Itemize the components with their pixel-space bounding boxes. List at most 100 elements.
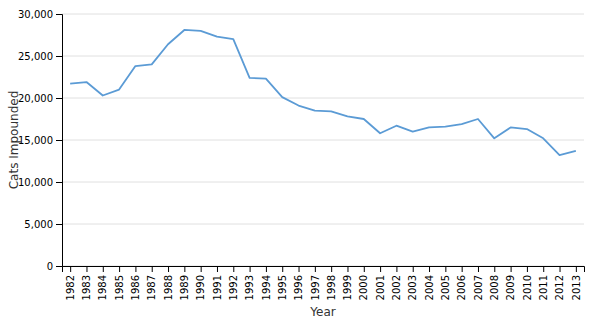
x-tick: 1995 (277, 266, 288, 300)
x-tick: 1993 (244, 266, 255, 300)
x-tick-mark (217, 266, 218, 272)
x-tick: 2001 (375, 266, 386, 300)
x-tick: 1997 (310, 266, 321, 300)
x-tick: 1989 (179, 266, 190, 300)
grid-line (62, 98, 584, 99)
x-tick-label: 1995 (277, 275, 288, 300)
x-tick-label: 1982 (65, 275, 76, 300)
x-tick: 2005 (440, 266, 451, 300)
x-tick-mark (462, 266, 463, 272)
x-tick: 1982 (65, 266, 76, 300)
x-tick: 1998 (326, 266, 337, 300)
y-tick: 0 (47, 261, 62, 272)
x-tick-label: 2013 (571, 275, 582, 300)
x-tick-mark (103, 266, 104, 272)
y-tick-mark (56, 98, 62, 99)
x-tick: 2009 (505, 266, 516, 300)
x-tick: 1987 (146, 266, 157, 300)
x-tick: 2007 (473, 266, 484, 300)
y-tick-mark (56, 140, 62, 141)
grid-line (62, 56, 584, 57)
x-axis-title: Year (309, 305, 335, 319)
x-tick: 1984 (97, 266, 108, 300)
x-tick-mark (347, 266, 348, 272)
x-tick-label: 2001 (375, 275, 386, 300)
x-tick: 2010 (522, 266, 533, 300)
y-tick-label: 15,000 (18, 135, 53, 146)
x-tick-label: 1985 (114, 275, 125, 300)
x-tick-label: 1993 (244, 275, 255, 300)
x-tick-label: 2002 (391, 275, 402, 300)
x-tick-mark (86, 266, 87, 272)
x-tick: 1985 (114, 266, 125, 300)
y-tick-label: 25,000 (18, 51, 53, 62)
x-tick-label: 1997 (310, 275, 321, 300)
y-tick-label: 0 (47, 261, 53, 272)
x-tick: 1996 (293, 266, 304, 300)
y-axis-title: Cats Impounded (7, 91, 21, 190)
y-tick: 30,000 (18, 9, 62, 20)
x-tick-mark (445, 266, 446, 272)
x-tick-mark (527, 266, 528, 272)
y-tick: 5,000 (24, 219, 62, 230)
x-tick-mark (331, 266, 332, 272)
y-tick-label: 20,000 (18, 93, 53, 104)
x-tick-mark (70, 266, 71, 272)
x-tick: 1983 (81, 266, 92, 300)
x-tick-label: 2000 (358, 275, 369, 300)
y-tick-mark (56, 56, 62, 57)
x-tick: 1999 (342, 266, 353, 300)
x-tick-label: 2008 (489, 275, 500, 300)
y-tick: 20,000 (18, 93, 62, 104)
y-tick-mark (56, 14, 62, 15)
x-tick-label: 2003 (407, 275, 418, 300)
x-tick: 2004 (424, 266, 435, 300)
x-tick-label: 1998 (326, 275, 337, 300)
y-tick-mark (56, 224, 62, 225)
x-tick-mark (560, 266, 561, 272)
x-tick-mark (266, 266, 267, 272)
x-tick-label: 1989 (179, 275, 190, 300)
y-tick: 10,000 (18, 177, 62, 188)
chart-container: 1982198319841985198619871988198919901991… (0, 0, 600, 324)
x-tick: 2011 (538, 266, 549, 300)
x-tick-label: 1984 (97, 275, 108, 300)
x-tick-label: 2009 (505, 275, 516, 300)
y-tick-label: 10,000 (18, 177, 53, 188)
x-tick-label: 1990 (195, 275, 206, 300)
x-tick-mark (168, 266, 169, 272)
x-tick: 2008 (489, 266, 500, 300)
y-tick-label: 30,000 (18, 9, 53, 20)
x-tick-mark (135, 266, 136, 272)
y-tick: 15,000 (18, 135, 62, 146)
x-tick-mark (543, 266, 544, 272)
x-tick-label: 1988 (163, 275, 174, 300)
x-tick-mark (576, 266, 577, 272)
x-tick-label: 1991 (212, 275, 223, 300)
x-tick-label: 2007 (473, 275, 484, 300)
x-tick: 2002 (391, 266, 402, 300)
x-tick-mark (396, 266, 397, 272)
x-tick: 1994 (261, 266, 272, 300)
x-tick-mark (364, 266, 365, 272)
x-tick-mark (233, 266, 234, 272)
x-tick-mark (315, 266, 316, 272)
x-tick: 2012 (554, 266, 565, 300)
x-tick-mark (511, 266, 512, 272)
grid-line (62, 224, 584, 225)
x-tick: 1988 (163, 266, 174, 300)
x-tick-label: 2010 (522, 275, 533, 300)
x-tick-mark (429, 266, 430, 272)
line (70, 30, 576, 155)
x-tick-label: 1987 (146, 275, 157, 300)
x-tick-label: 1996 (293, 275, 304, 300)
y-tick-mark (56, 182, 62, 183)
x-tick-mark (184, 266, 185, 272)
x-tick: 2013 (571, 266, 582, 300)
x-tick-label: 1983 (81, 275, 92, 300)
y-tick-mark (56, 266, 62, 267)
x-tick-label: 1994 (261, 275, 272, 300)
x-tick-mark (250, 266, 251, 272)
x-tick: 2003 (407, 266, 418, 300)
x-tick-label: 2012 (554, 275, 565, 300)
